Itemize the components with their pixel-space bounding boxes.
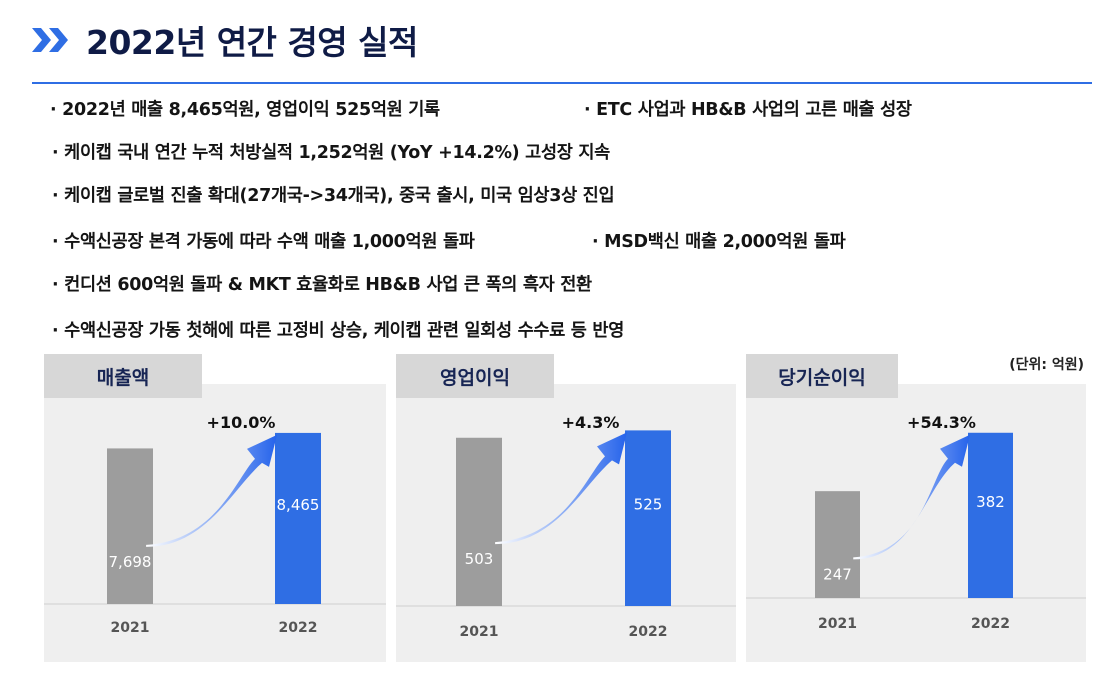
chart-panel-net-income	[746, 384, 1086, 662]
net-income-year-label-2022: 2022	[971, 616, 1010, 632]
operating-profit-growth-label: +4.3%	[562, 413, 620, 432]
page-title: 2022년 연간 경영 실적	[86, 23, 418, 62]
double-chevron-icon	[32, 28, 68, 52]
revenue-growth-arrow	[146, 434, 277, 547]
net-income-value-label-2022: 382	[976, 493, 1005, 511]
net-income-growth-label: +54.3%	[907, 413, 976, 432]
chart-net-income: 247 382 2021 2022 +54.3%	[746, 413, 1086, 632]
bullet-msd-vaccine: · MSD백신 매출 2,000억원 돌파	[592, 232, 846, 252]
chart-operating-profit: 503 525 2021 2022 +4.3%	[396, 413, 736, 640]
revenue-bar-2021	[107, 448, 153, 604]
bullet-iv-plant: · 수액신공장 본격 가동에 따라 수액 매출 1,000억원 돌파	[52, 232, 475, 252]
bullet-kcab-domestic: · 케이캡 국내 연간 누적 처방실적 1,252억원 (YoY +14.2%)…	[52, 143, 610, 163]
revenue-year-label-2022: 2022	[279, 620, 318, 636]
title-divider	[32, 82, 1092, 84]
net-income-bar-2022	[968, 432, 1013, 598]
revenue-growth-label: +10.0%	[207, 413, 276, 432]
chart-tab-revenue: 매출액	[44, 354, 202, 398]
bullet-revenue-record: · 2022년 매출 8,465억원, 영업이익 525억원 기록	[50, 100, 440, 120]
operating-profit-year-label-2022: 2022	[629, 624, 668, 640]
operating-profit-bar-2022	[625, 430, 671, 606]
net-income-growth-arrow	[853, 434, 970, 560]
bullet-business-growth: · ETC 사업과 HB&B 사업의 고른 매출 성장	[584, 100, 912, 120]
bullet-fixed-costs: · 수액신공장 가동 첫해에 따른 고정비 상승, 케이캡 관련 일회성 수수료…	[52, 321, 625, 341]
revenue-value-label-2022: 8,465	[277, 496, 320, 514]
chart-panel-revenue	[44, 384, 386, 662]
title-bar: 2022년 연간 경영 실적	[30, 10, 418, 70]
net-income-bar-2021	[815, 491, 860, 598]
revenue-bar-2022	[275, 432, 321, 604]
unit-note: (단위: 억원)	[1009, 357, 1084, 373]
operating-profit-value-label-2022: 525	[634, 495, 663, 513]
chart-tab-net-income: 당기순이익	[746, 354, 898, 398]
revenue-year-label-2021: 2021	[111, 620, 150, 636]
operating-profit-value-label-2021: 503	[465, 550, 494, 568]
chart-panel-operating-profit	[396, 384, 736, 662]
operating-profit-year-label-2021: 2021	[460, 624, 499, 640]
chart-revenue: 7,698 8,465 2021 2022 +10.0%	[44, 413, 386, 636]
bullet-kcab-global: · 케이캡 글로벌 진출 확대(27개국->34개국), 중국 출시, 미국 임…	[52, 186, 615, 206]
net-income-year-label-2021: 2021	[818, 616, 857, 632]
net-income-value-label-2021: 247	[823, 565, 852, 583]
revenue-value-label-2021: 7,698	[109, 553, 152, 571]
operating-profit-growth-arrow	[495, 432, 627, 545]
operating-profit-bar-2021	[456, 437, 502, 606]
chart-tab-operating-profit: 영업이익	[396, 354, 554, 398]
bullet-condition-hbb: · 컨디션 600억원 돌파 & MKT 효율화로 HB&B 사업 큰 폭의 흑…	[52, 275, 592, 295]
